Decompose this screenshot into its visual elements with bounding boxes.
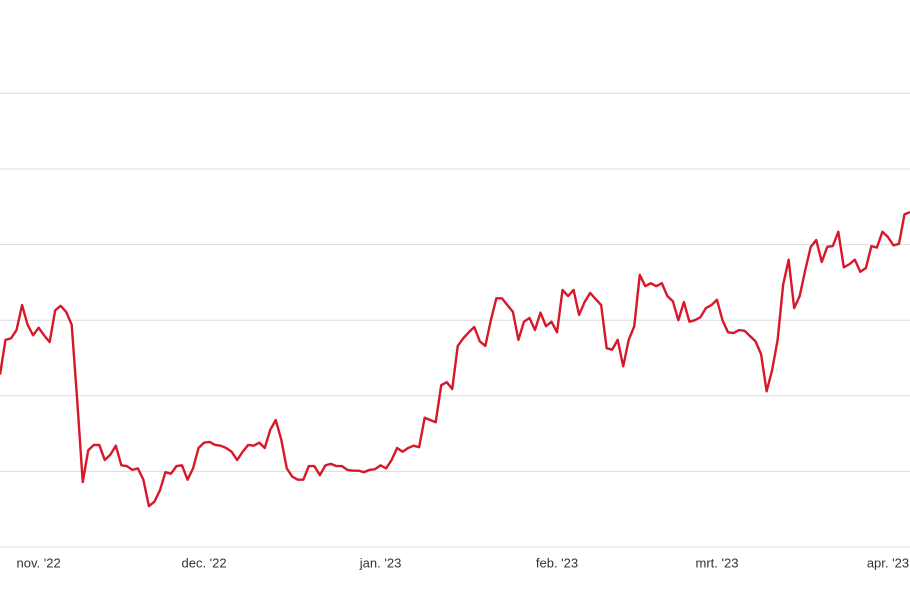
price-line [0,210,910,508]
x-tick-label: jan. '23 [359,555,402,570]
x-tick-label: apr. '23 [867,555,909,570]
x-tick-label: mrt. '23 [696,555,739,570]
x-tick-label: feb. '23 [536,555,578,570]
x-tick-label: nov. '22 [17,555,61,570]
x-tick-label: dec. '22 [181,555,226,570]
